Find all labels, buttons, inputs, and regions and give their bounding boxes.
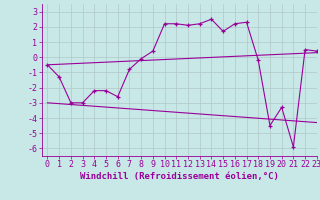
X-axis label: Windchill (Refroidissement éolien,°C): Windchill (Refroidissement éolien,°C) (80, 172, 279, 181)
